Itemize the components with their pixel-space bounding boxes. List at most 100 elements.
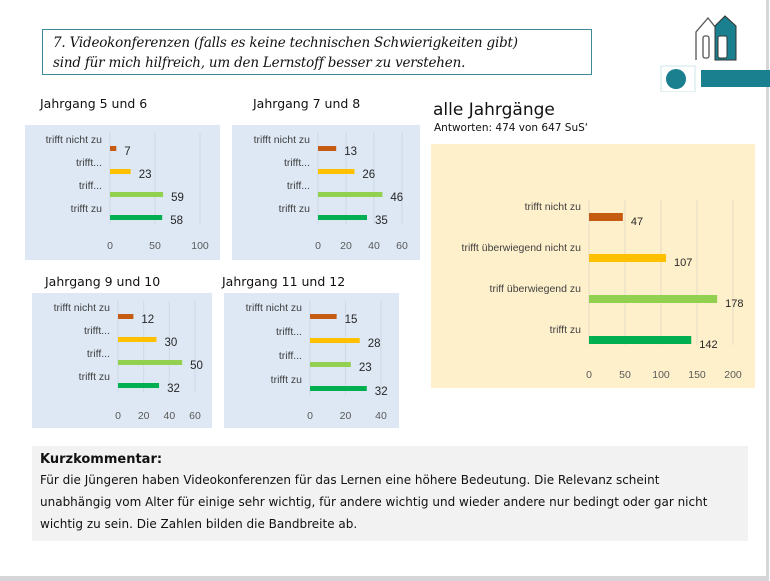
bar: [118, 337, 157, 342]
x-tick-label: 40: [163, 410, 175, 422]
data-label: 58: [170, 215, 183, 227]
data-label: 15: [345, 314, 358, 326]
all-chart-title: alle Jahrgänge: [433, 100, 555, 120]
x-tick-label: 0: [586, 369, 592, 381]
chart-svg: 0 50 100 150 200 trifft nicht zu 47 trifft über…: [462, 200, 744, 381]
bar: [318, 215, 367, 220]
data-label: 32: [167, 383, 180, 395]
x-tick-label: 60: [396, 240, 408, 252]
category-label: triff...: [287, 180, 310, 192]
question-box: 7. Videokonferenzen (falls es keine tech…: [42, 29, 592, 75]
category-label: trifft nicht zu: [246, 302, 303, 314]
bar: [318, 169, 355, 174]
comment-line-1: Für die Jüngeren haben Videokonferenzen …: [40, 473, 660, 487]
data-label: 46: [390, 192, 403, 204]
x-tick-label: 0: [115, 410, 121, 422]
x-tick-label: 50: [619, 369, 631, 381]
data-label: 35: [375, 215, 388, 227]
bar: [589, 295, 718, 303]
category-label: trifft zu: [79, 371, 110, 383]
data-label: 28: [368, 338, 381, 350]
category-label: trifft zu: [271, 374, 302, 386]
bar: [318, 192, 383, 197]
data-label: 23: [139, 169, 152, 181]
chart-svg: 0 50 100 trifft nicht zu 7 trifft... 23 triff..…: [46, 133, 209, 252]
data-label: 7: [124, 146, 130, 158]
category-label: trifft zu: [71, 203, 102, 215]
bar: [318, 146, 337, 151]
chart-jahrgang-9-10: 0 20 40 60 trifft nicht zu 12 trifft... 30 triff…: [32, 293, 212, 428]
category-label: trifft nicht zu: [254, 134, 311, 146]
bar: [110, 146, 117, 151]
bar: [118, 360, 183, 365]
comment-box: Kurzkommentar: Für die Jüngeren haben Vi…: [32, 446, 748, 541]
data-label: 30: [165, 337, 178, 349]
category-label: trifft nicht zu: [525, 201, 582, 213]
x-tick-label: 60: [189, 410, 201, 422]
category-label: trifft...: [276, 326, 302, 338]
category-label: trifft zu: [550, 324, 581, 336]
data-label: 12: [141, 314, 154, 326]
chart-jahrgang-5-6: 0 50 100 trifft nicht zu 7 trifft... 23 triff..…: [25, 125, 220, 260]
bar: [310, 338, 360, 343]
chart-title-5-6: Jahrgang 5 und 6: [40, 96, 148, 111]
x-tick-label: 40: [368, 240, 380, 252]
category-label: trifft nicht zu: [54, 302, 111, 314]
data-label: 32: [375, 386, 388, 398]
data-label: 47: [631, 216, 643, 228]
x-tick-label: 0: [307, 410, 313, 422]
category-label: trifft...: [284, 157, 310, 169]
comment-line-3: wichtig zu sein. Die Zahlen bilden die B…: [40, 517, 358, 531]
x-tick-label: 20: [340, 410, 352, 422]
x-tick-label: 150: [688, 369, 706, 381]
question-line-1: 7. Videokonferenzen (falls es keine tech…: [53, 35, 518, 51]
bar: [110, 169, 131, 174]
x-tick-label: 200: [724, 369, 742, 381]
category-label: trifft zu: [279, 203, 310, 215]
bar: [310, 362, 351, 367]
x-tick-label: 0: [107, 240, 113, 252]
bar: [310, 314, 337, 319]
category-label: trifft überwiegend nicht zu: [462, 242, 582, 254]
chart-svg: 0 20 40 trifft nicht zu 15 trifft... 28 triff..…: [246, 301, 388, 422]
chart-title-11-12: Jahrgang 11 und 12: [222, 274, 346, 289]
bar: [118, 314, 134, 319]
bar: [118, 383, 160, 388]
all-chart-subtitle: Antworten: 474 von 647 SuS‘: [434, 122, 589, 134]
x-tick-label: 40: [375, 410, 387, 422]
bar: [589, 213, 623, 221]
x-tick-label: 50: [149, 240, 161, 252]
data-label: 13: [344, 146, 357, 158]
chart-title-9-10: Jahrgang 9 und 10: [45, 274, 161, 289]
x-tick-label: 20: [138, 410, 150, 422]
chart-svg: 0 20 40 60 trifft nicht zu 12 trifft... 30 triff…: [54, 301, 203, 422]
bar: [310, 386, 367, 391]
chart-svg: 0 20 40 60 trifft nicht zu 13 trifft... 26 triff…: [254, 133, 408, 252]
data-label: 107: [674, 257, 692, 269]
category-label: triff...: [279, 350, 302, 362]
category-label: trifft...: [76, 157, 102, 169]
chart-jahrgang-7-8: 0 20 40 60 trifft nicht zu 13 trifft... 26 triff…: [232, 125, 420, 260]
bar: [589, 336, 692, 344]
question-line-2: sind für mich hilfreich, um den Lernstof…: [53, 55, 466, 71]
category-label: triff...: [79, 180, 102, 192]
bar: [589, 254, 667, 262]
comment-heading: Kurzkommentar:: [40, 452, 163, 467]
data-label: 26: [362, 169, 375, 181]
school-houses-logo-icon: [660, 12, 770, 93]
x-tick-label: 0: [315, 240, 321, 252]
bar: [110, 215, 163, 220]
x-tick-label: 20: [340, 240, 352, 252]
chart-alle-jahrgaenge: 0 50 100 150 200 trifft nicht zu 47 trifft über…: [431, 144, 755, 388]
data-label: 23: [359, 362, 372, 374]
bar: [110, 192, 164, 197]
chart-jahrgang-11-12: 0 20 40 trifft nicht zu 15 trifft... 28 triff..…: [224, 293, 399, 428]
data-label: 142: [699, 339, 717, 351]
category-label: trifft...: [84, 325, 110, 337]
category-label: trifft nicht zu: [46, 134, 103, 146]
chart-title-7-8: Jahrgang 7 und 8: [253, 96, 361, 111]
data-label: 59: [171, 192, 184, 204]
data-label: 50: [190, 360, 203, 372]
data-label: 178: [725, 298, 743, 310]
